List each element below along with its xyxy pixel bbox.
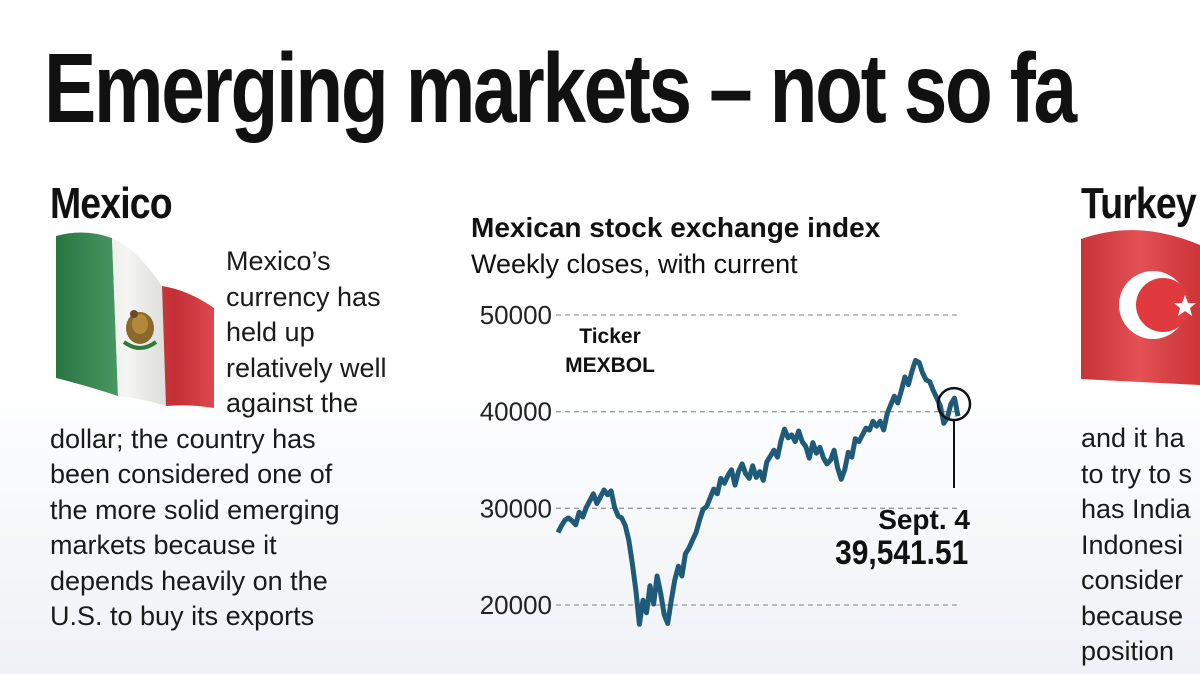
- turkey-text-line: because: [1081, 600, 1184, 631]
- mexico-text-line: against the: [226, 388, 359, 418]
- mexbol-series-line: [555, 357, 961, 627]
- turkey-text-line: position: [1081, 636, 1175, 666]
- chart-subtitle: Weekly closes, with current: [471, 249, 798, 279]
- mexbol-line-chart: 20000 30000 40000 50000: [480, 300, 972, 627]
- current-marker-layer: [936, 386, 972, 488]
- gridlines: [556, 314, 958, 606]
- turkey-title: Turkey: [1081, 179, 1197, 228]
- ticker-symbol: MEXBOL: [565, 354, 655, 377]
- mexico-text-line: been considered one of: [50, 459, 333, 489]
- mexico-title: Mexico: [50, 179, 173, 228]
- y-tick-label: 50000: [480, 300, 552, 330]
- y-tick-label: 30000: [480, 493, 552, 523]
- callout-date: Sept. 4: [878, 504, 970, 535]
- chart-title: Mexican stock exchange index: [471, 212, 881, 243]
- crescent-inner: [1136, 278, 1190, 332]
- mexico-text-line: depends heavily on the: [50, 565, 328, 596]
- mexico-text: Mexico’s currency has held up relatively…: [50, 244, 387, 635]
- mexico-text-line: markets because it: [50, 530, 277, 560]
- mexico-text-line: relatively well: [226, 352, 387, 383]
- ticker-label: Ticker: [579, 325, 641, 348]
- mexico-flag: [56, 232, 214, 408]
- star-icon: [1174, 295, 1196, 316]
- mexico-text-line: the more solid emerging: [50, 494, 340, 525]
- turkey-text-line: and it ha: [1081, 423, 1185, 453]
- turkey-text-line: has India: [1081, 494, 1191, 524]
- turkey-text-line: Indonesi: [1081, 529, 1184, 560]
- mexico-coat-of-arms: [122, 310, 158, 350]
- mexico-text-line: dollar; the country has: [50, 423, 316, 454]
- turkey-text-line: consider: [1081, 565, 1184, 595]
- headline: Emerging markets – not so fa: [44, 33, 1077, 143]
- turkey-text: and it ha to try to s has India Indonesi…: [1081, 421, 1192, 670]
- turkey-text-line: to try to s: [1081, 458, 1193, 489]
- y-axis-ticks: 20000 30000 40000 50000: [480, 300, 552, 620]
- mexico-text-line: currency has: [226, 281, 381, 312]
- y-tick-label: 20000: [480, 590, 552, 620]
- mexico-text-line: held up: [226, 317, 315, 347]
- y-tick-label: 40000: [480, 397, 552, 427]
- callout-value: 39,541.51: [834, 534, 968, 572]
- turkey-flag: [1081, 230, 1200, 385]
- mexico-text-line: Mexico’s: [226, 246, 331, 276]
- series-layer: [555, 357, 961, 627]
- mexico-text-line: U.S. to buy its exports: [50, 601, 315, 631]
